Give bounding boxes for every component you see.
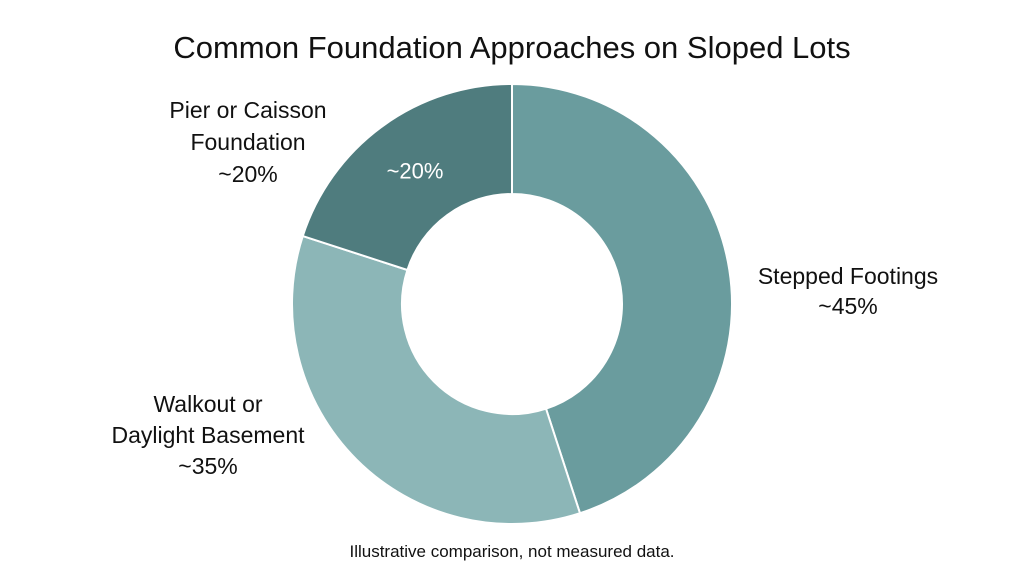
chart-title: Common Foundation Approaches on Sloped L… [173,30,850,65]
slices-group [291,82,733,525]
slice-stepped-footings [511,82,733,515]
slice-label-walkout-or-daylight-basement: Walkout or Daylight Basement ~35% [111,391,305,479]
labels-group: Stepped Footings ~45% Walkout or Daylight B… [111,97,938,479]
chart-note: Illustrative comparison, not measured da… [349,542,674,561]
slice-label-stepped-footings: Stepped Footings ~45% [758,263,938,319]
slice-walkout-or-daylight-basement [291,234,582,525]
slice-pier-or-caisson-foundation [301,82,513,272]
slice-inner-label: ~20% [387,159,444,184]
slice-label-pier-or-caisson-foundation: Pier or Caisson Foundation ~20% [169,97,326,187]
